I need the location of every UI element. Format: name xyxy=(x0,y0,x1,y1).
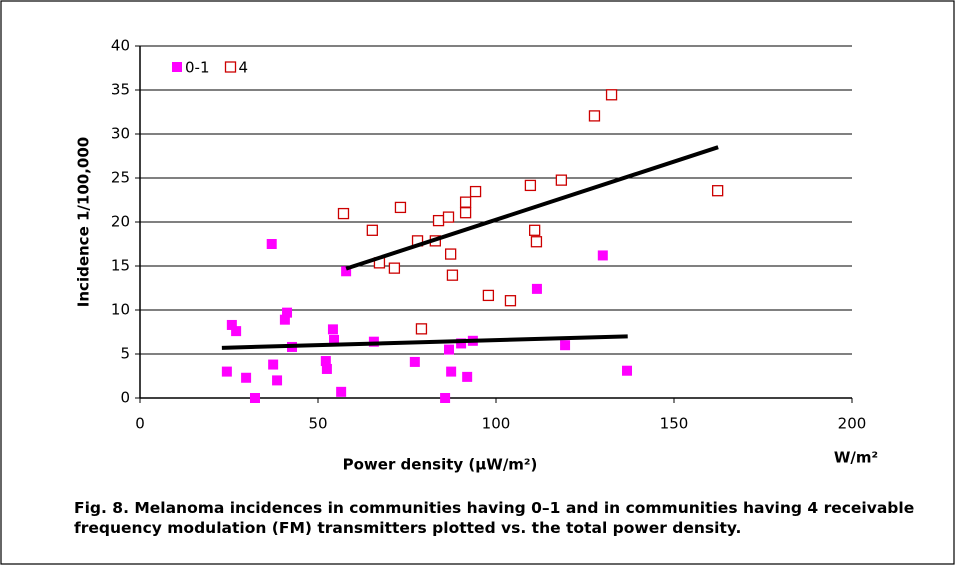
data-point xyxy=(444,248,457,260)
data-point xyxy=(321,363,332,374)
data-point xyxy=(555,174,568,186)
data-point xyxy=(221,366,232,377)
data-point xyxy=(560,340,571,351)
x-tick-label: 200 xyxy=(838,415,867,433)
legend-label: 0-1 xyxy=(185,59,210,77)
legend-swatch xyxy=(224,61,237,73)
data-point xyxy=(459,196,472,208)
data-point xyxy=(282,307,293,318)
data-point xyxy=(249,393,260,403)
x-tick-label: 0 xyxy=(135,415,145,433)
data-point xyxy=(524,179,537,192)
data-point xyxy=(336,386,347,397)
data-point xyxy=(329,334,340,345)
x-axis-label: Power density (µW/m²) xyxy=(343,456,538,474)
data-point xyxy=(530,236,543,248)
data-point xyxy=(504,295,517,307)
data-point xyxy=(266,239,277,249)
y-tick-label: 35 xyxy=(111,81,130,99)
data-point xyxy=(226,319,237,330)
y-tick-label: 20 xyxy=(111,213,130,231)
data-point xyxy=(588,110,601,122)
data-point xyxy=(444,344,455,355)
data-point xyxy=(268,359,279,370)
data-point xyxy=(597,250,608,261)
data-point xyxy=(605,89,618,101)
data-point xyxy=(459,207,472,219)
data-point xyxy=(531,283,542,294)
y-tick-label: 15 xyxy=(111,257,130,275)
data-point xyxy=(415,323,428,335)
data-point xyxy=(529,224,541,236)
y-tick-label: 25 xyxy=(111,169,130,187)
y-tick-label: 40 xyxy=(111,37,130,55)
data-point xyxy=(711,185,724,197)
x-unit-label: W/m² xyxy=(834,449,878,467)
data-point xyxy=(231,326,242,337)
data-point xyxy=(272,375,283,386)
data-point xyxy=(341,266,352,277)
data-point xyxy=(446,366,457,377)
data-point xyxy=(622,365,633,376)
data-point xyxy=(462,371,473,382)
legend-swatch xyxy=(172,62,182,72)
data-point xyxy=(320,356,331,367)
data-point xyxy=(366,224,378,236)
data-point xyxy=(442,211,455,223)
data-point xyxy=(388,262,401,274)
x-tick-label: 150 xyxy=(660,415,689,433)
trend-line xyxy=(345,145,719,271)
legend-label: 4 xyxy=(239,59,249,77)
data-point xyxy=(482,289,495,302)
y-tick-label: 0 xyxy=(120,389,130,407)
data-point xyxy=(394,201,407,214)
y-tick-label: 30 xyxy=(111,125,130,143)
data-point xyxy=(456,338,467,349)
y-tick-label: 10 xyxy=(111,301,130,319)
data-point xyxy=(440,393,451,403)
data-point xyxy=(241,372,252,383)
data-point xyxy=(446,269,459,281)
data-point xyxy=(279,314,290,325)
trend-line xyxy=(221,334,628,350)
data-point xyxy=(409,356,420,367)
x-tick-label: 100 xyxy=(482,415,511,433)
y-tick-label: 5 xyxy=(120,345,130,363)
data-point xyxy=(469,185,482,198)
x-tick-label: 50 xyxy=(308,415,327,433)
y-axis-label: Incidence 1/100,000 xyxy=(75,137,93,307)
data-point xyxy=(432,214,445,227)
data-point xyxy=(327,324,338,335)
caption: Fig. 8. Melanoma incidences in communiti… xyxy=(74,499,915,537)
data-point xyxy=(337,207,350,220)
